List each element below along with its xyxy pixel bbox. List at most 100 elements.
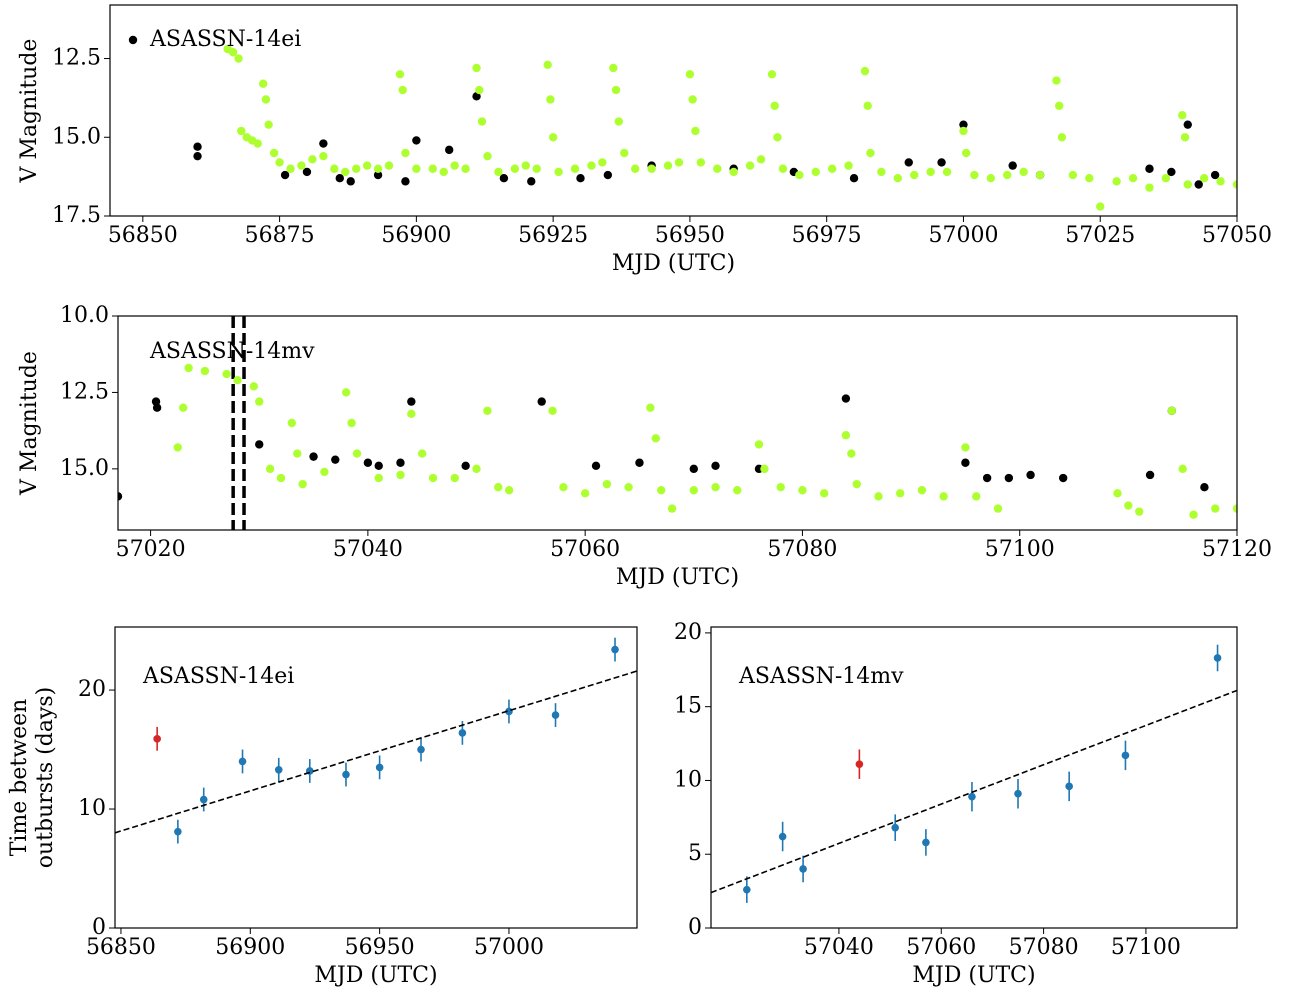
- point: [866, 148, 875, 158]
- axes-frame: [114, 626, 638, 929]
- point: [193, 151, 202, 161]
- point: [335, 174, 344, 183]
- point: [298, 479, 307, 489]
- point: [972, 492, 981, 501]
- point: [1145, 164, 1154, 173]
- point: [269, 148, 279, 158]
- axes-frame: [109, 4, 1238, 217]
- legend-label: ASASSN-14ei: [149, 27, 301, 52]
- point: [1167, 406, 1177, 415]
- point: [685, 70, 695, 79]
- point: [635, 458, 644, 467]
- point: [674, 158, 684, 167]
- point: [1003, 170, 1012, 180]
- plot-area: [115, 637, 637, 844]
- annotation: ASASSN-14mv: [149, 339, 315, 364]
- point: [877, 167, 886, 177]
- point: [428, 164, 437, 173]
- point: [258, 79, 268, 88]
- point: [477, 117, 487, 126]
- y-tick-label: 0: [92, 915, 106, 940]
- point: [587, 161, 596, 170]
- point: [346, 177, 355, 186]
- x-axis-label: MJD (UTC): [314, 963, 437, 988]
- point: [374, 473, 383, 483]
- x-axis-label: MJD (UTC): [912, 963, 1035, 988]
- point: [1065, 782, 1073, 791]
- point: [341, 167, 350, 177]
- point: [942, 167, 952, 177]
- point: [609, 63, 618, 73]
- axes-frame: [117, 315, 1238, 531]
- point: [576, 174, 585, 183]
- point: [297, 161, 306, 170]
- point: [847, 449, 856, 458]
- x-tick-label: 57100: [1111, 935, 1181, 960]
- point: [961, 458, 970, 467]
- point: [852, 479, 861, 489]
- point: [407, 409, 416, 419]
- point: [620, 148, 629, 158]
- point: [546, 95, 555, 104]
- point: [548, 133, 558, 142]
- point: [767, 70, 777, 79]
- point: [309, 452, 318, 461]
- point: [174, 827, 182, 836]
- x-tick-label: 57100: [985, 537, 1055, 562]
- y-tick-label: 12.5: [52, 46, 101, 71]
- axes-frame: [710, 626, 1238, 929]
- y-tick-label: 10: [674, 767, 702, 792]
- x-tick-label: 56900: [215, 935, 285, 960]
- point: [351, 164, 361, 173]
- point: [603, 170, 613, 180]
- point: [1194, 180, 1203, 189]
- point: [276, 473, 286, 483]
- point: [602, 479, 612, 489]
- point: [396, 470, 405, 480]
- point: [611, 645, 619, 654]
- point: [265, 464, 275, 474]
- point: [1232, 504, 1237, 513]
- point: [184, 363, 193, 373]
- x-tick-label: 56850: [86, 935, 156, 960]
- point: [237, 126, 246, 136]
- point: [1183, 120, 1192, 129]
- point: [543, 60, 552, 70]
- point: [1052, 76, 1061, 85]
- point: [320, 467, 329, 477]
- point: [373, 170, 383, 180]
- fit-line: [115, 670, 637, 834]
- point: [598, 158, 607, 167]
- point: [667, 504, 677, 513]
- point: [308, 155, 317, 164]
- point: [472, 464, 481, 474]
- plot-area: [118, 316, 1237, 530]
- point: [743, 885, 751, 894]
- point: [222, 369, 231, 379]
- point: [255, 397, 264, 406]
- point: [253, 139, 262, 148]
- point: [691, 126, 700, 136]
- point: [347, 418, 356, 428]
- point: [417, 745, 425, 754]
- point: [293, 449, 302, 458]
- point: [275, 158, 284, 167]
- point: [342, 770, 350, 779]
- x-tick-label: 56975: [792, 223, 862, 248]
- point: [614, 117, 623, 126]
- x-tick-label: 57000: [474, 935, 544, 960]
- y-tick-label: 10: [78, 796, 106, 821]
- annotation: ASASSN-14ei: [142, 664, 294, 689]
- point: [922, 838, 930, 847]
- point: [152, 403, 162, 412]
- point: [1135, 507, 1144, 516]
- point: [711, 483, 720, 492]
- point: [428, 473, 438, 483]
- x-tick-label: 56925: [518, 223, 588, 248]
- point: [844, 161, 853, 170]
- point: [841, 394, 851, 403]
- point: [363, 458, 373, 467]
- x-tick-label: 57040: [333, 537, 403, 562]
- y-axis-label: outbursts (days): [33, 687, 58, 869]
